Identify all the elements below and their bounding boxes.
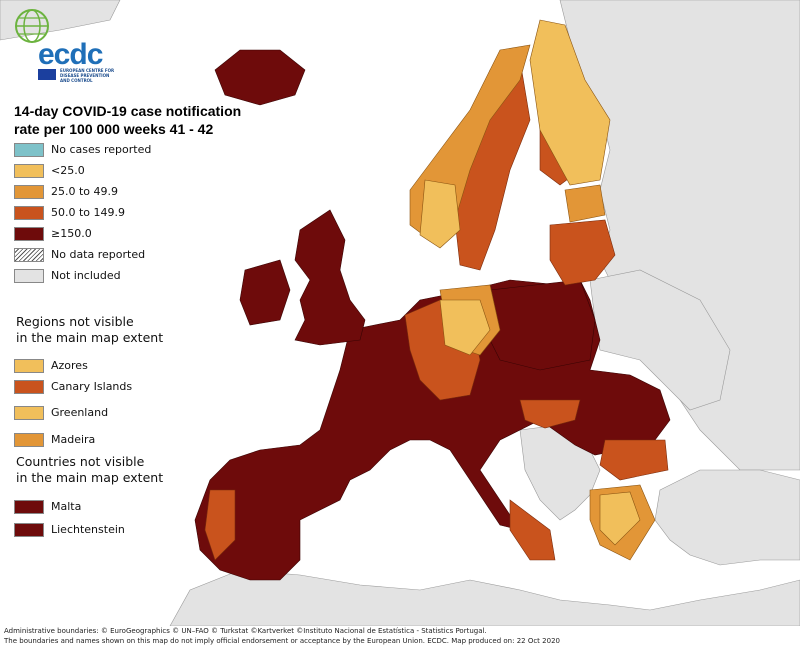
legend-label: Madeira — [51, 433, 96, 446]
legend-label: 50.0 to 149.9 — [51, 206, 126, 219]
turkey — [654, 469, 800, 566]
bulgaria-orange — [599, 439, 669, 481]
hungary-romania-orange — [519, 399, 581, 429]
legend-label: Liechtenstein — [51, 523, 125, 536]
regions-title-line1: Regions not visible — [16, 314, 134, 329]
legend-label: Greenland — [51, 406, 109, 419]
legend-swatch — [14, 380, 44, 394]
legend-swatch — [14, 143, 44, 157]
legend-swatch — [14, 227, 44, 241]
legend-swatch — [14, 206, 44, 220]
finland-north — [529, 19, 611, 186]
eu-flag-icon — [38, 69, 56, 80]
logo-wordmark: ecdc — [38, 38, 103, 71]
legend-label: ≥150.0 — [51, 227, 92, 240]
legend-label: Malta — [51, 500, 82, 513]
logo-subtitle: EUROPEAN CENTRE FOR DISEASE PREVENTION A… — [60, 68, 115, 83]
legend-swatch — [14, 248, 44, 262]
europe-map[interactable] — [0, 0, 800, 626]
legend-label: No cases reported — [51, 143, 152, 156]
legend-label: Azores — [51, 359, 88, 372]
footer-line2: The boundaries and names shown on this m… — [4, 636, 560, 645]
legend-swatch — [14, 523, 44, 537]
map-title-line1: 14-day COVID-19 case notification — [14, 103, 242, 119]
footer-line1: Administrative boundaries: © EuroGeograp… — [4, 627, 487, 635]
legend-swatch — [14, 269, 44, 283]
iceland — [214, 49, 306, 106]
regions-title-line2: in the main map extent — [16, 330, 164, 345]
legend-label: No data reported — [51, 248, 146, 261]
legend-swatch — [14, 406, 44, 420]
map-title-line2: rate per 100 000 weeks 41 - 42 — [14, 121, 214, 137]
legend-label: Not included — [51, 269, 121, 282]
legend-swatch — [14, 359, 44, 373]
legend-label: Canary Islands — [51, 380, 133, 393]
south-italy — [509, 499, 556, 561]
footer-credits: Administrative boundaries: © EuroGeograp… — [4, 627, 794, 646]
legend-swatch — [14, 185, 44, 199]
legend-swatch — [14, 164, 44, 178]
legend-label: <25.0 — [51, 164, 85, 177]
ecdc-logo: ecdc EUROPEAN CENTRE FOR DISEASE PREVENT… — [8, 4, 114, 83]
legend-swatch — [14, 500, 44, 514]
uk — [294, 209, 366, 346]
baltics — [549, 219, 616, 286]
globe-icon — [15, 9, 49, 43]
legend-label: 25.0 to 49.9 — [51, 185, 119, 198]
countries-title-line1: Countries not visible — [16, 454, 145, 469]
greece-light — [599, 491, 641, 546]
countries-title: Countries not visible in the main map ex… — [16, 454, 226, 486]
map-canvas[interactable]: ecdc EUROPEAN CENTRE FOR DISEASE PREVENT… — [0, 0, 800, 626]
regions-title: Regions not visible in the main map exte… — [16, 314, 226, 346]
norway-south — [419, 179, 461, 249]
iberia-orange — [204, 489, 236, 561]
countries-title-line2: in the main map extent — [16, 470, 164, 485]
czech-poland — [484, 279, 596, 371]
ireland — [239, 259, 291, 326]
legend-swatch — [14, 433, 44, 447]
germany-center — [439, 299, 491, 356]
finland-south — [564, 184, 606, 223]
map-title: 14-day COVID-19 case notification rate p… — [14, 102, 264, 138]
